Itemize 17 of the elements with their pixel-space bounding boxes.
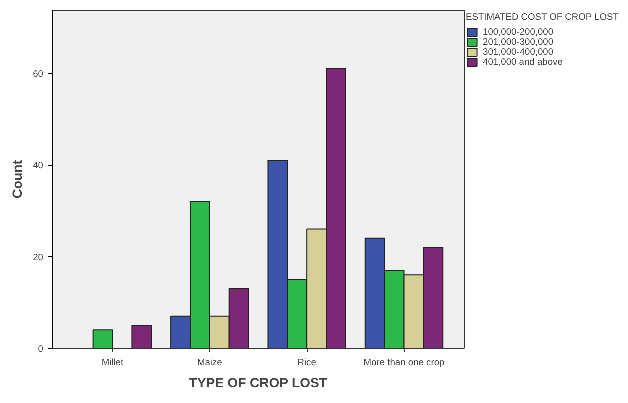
legend-label: 201,000-300,000 (483, 37, 554, 47)
y-tick-label: 60 (33, 68, 44, 79)
legend-title: ESTIMATED COST OF CROP LOST (466, 12, 619, 22)
x-tick-label: Maize (197, 358, 222, 368)
y-tick-label: 40 (33, 160, 44, 171)
x-tick-label: Millet (102, 358, 124, 368)
x-tick-label: Rice (298, 358, 316, 368)
y-tick-label: 0 (38, 344, 44, 354)
bar (132, 325, 152, 348)
legend-label: 401,000 and above (483, 57, 563, 67)
y-tick-label: 20 (33, 252, 44, 262)
legend-label: 100,000-200,000 (483, 27, 554, 37)
x-axis-title: TYPE OF CROP LOST (189, 376, 328, 390)
bar (92, 330, 114, 348)
x-tick-label: More than one crop (364, 358, 445, 368)
y-axis-title: Count (10, 160, 26, 199)
legend-label: 301,000-400,000 (483, 47, 554, 57)
